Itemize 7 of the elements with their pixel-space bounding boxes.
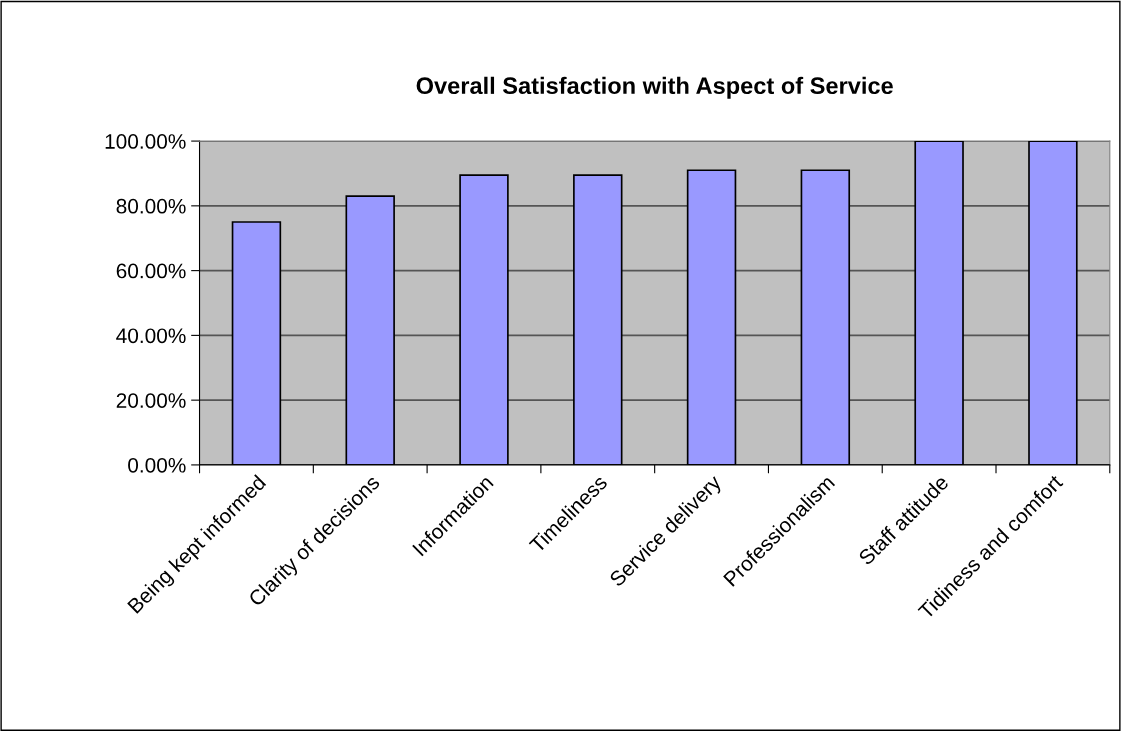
y-tick-label: 20.00% [116,393,186,408]
chart-title: Overall Satisfaction with Aspect of Service [416,76,893,99]
y-tick-label: 60.00% [116,263,186,279]
y-tick-label: 0.00% [128,457,186,473]
y-tick-label: 100.00% [105,134,186,149]
y-tick-label: 40.00% [116,328,186,344]
y-tick-label: 80.00% [116,198,186,214]
